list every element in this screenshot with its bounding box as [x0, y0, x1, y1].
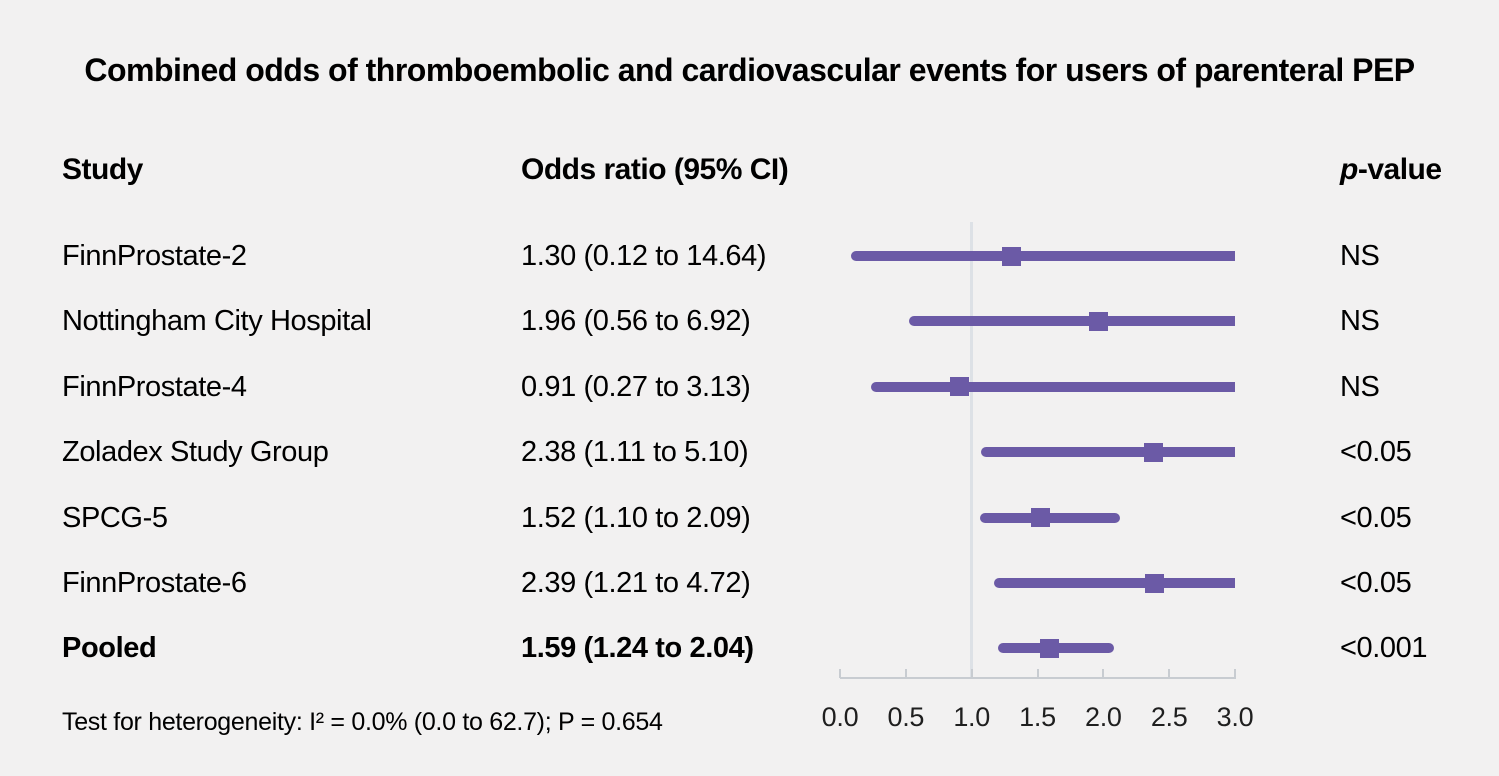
- axis-tick-label: 0.0: [821, 702, 859, 732]
- point-estimate-marker: [1030, 508, 1050, 528]
- x-axis-line: [840, 677, 1236, 679]
- chart-title: Combined odds of thromboembolic and card…: [84, 52, 1415, 88]
- axis-tick: [1036, 669, 1039, 678]
- axis-tick-label: 2.0: [1085, 702, 1122, 732]
- axis-tick-label: 0.5: [887, 702, 925, 732]
- odds-ratio-ci-label: 2.38 (1.11 to 5.10): [521, 436, 749, 469]
- confidence-interval-line: [981, 447, 1235, 458]
- axis-tick: [1102, 669, 1105, 678]
- point-estimate-marker: [1145, 573, 1165, 593]
- column-header-odds-ratio: Odds ratio (95% CI): [521, 153, 789, 186]
- study-label: Nottingham City Hospital: [62, 305, 372, 338]
- p-value-label: <0.001: [1340, 632, 1428, 665]
- point-estimate-marker: [1143, 442, 1163, 462]
- p-value-label: <0.05: [1340, 436, 1412, 469]
- axis-tick: [1168, 669, 1171, 678]
- confidence-interval-line: [850, 251, 1235, 261]
- p-value-label: NS: [1340, 370, 1380, 403]
- point-estimate-marker: [1088, 311, 1108, 331]
- axis-tick: [839, 669, 841, 678]
- study-label: Pooled: [62, 632, 157, 665]
- p-value-label: NS: [1340, 305, 1380, 338]
- column-header-study: Study: [62, 153, 143, 186]
- p-value-header-rest: -value: [1357, 153, 1442, 186]
- axis-tick-label: 1.0: [953, 702, 990, 732]
- p-value-header-italic-p: p: [1340, 153, 1358, 186]
- confidence-interval-line: [994, 578, 1235, 588]
- odds-ratio-ci-label: 0.91 (0.27 to 3.13): [521, 370, 751, 403]
- odds-ratio-ci-label: 2.39 (1.21 to 4.72): [521, 567, 751, 599]
- study-label: FinnProstate-6: [62, 567, 247, 599]
- axis-tick: [904, 669, 907, 678]
- axis-tick: [1234, 669, 1236, 678]
- reference-line-or-1: [970, 222, 974, 679]
- point-estimate-marker: [1001, 246, 1021, 266]
- study-label: FinnProstate-4: [62, 370, 247, 403]
- point-estimate-marker: [1039, 638, 1059, 658]
- axis-tick-label: 3.0: [1216, 702, 1254, 732]
- axis-tick: [970, 669, 973, 678]
- axis-tick-label: 2.5: [1150, 702, 1188, 732]
- confidence-interval-line: [979, 512, 1121, 523]
- p-value-label: NS: [1340, 240, 1380, 272]
- column-header-p-value: p-value: [1340, 154, 1442, 186]
- point-estimate-marker: [950, 377, 970, 397]
- p-value-label: <0.05: [1340, 567, 1412, 599]
- odds-ratio-ci-label: 1.59 (1.24 to 2.04): [521, 632, 754, 665]
- axis-tick-label: 1.5: [1019, 702, 1056, 732]
- odds-ratio-ci-label: 1.96 (0.56 to 6.92): [521, 305, 751, 338]
- study-label: Zoladex Study Group: [62, 436, 329, 469]
- heterogeneity-footnote: Test for heterogeneity: I² = 0.0% (0.0 t…: [62, 708, 663, 736]
- confidence-interval-line: [870, 381, 1235, 392]
- study-label: SPCG-5: [62, 501, 168, 534]
- p-value-label: <0.05: [1340, 501, 1412, 534]
- study-label: FinnProstate-2: [62, 240, 247, 272]
- odds-ratio-ci-label: 1.30 (0.12 to 14.64): [521, 240, 767, 272]
- odds-ratio-ci-label: 1.52 (1.10 to 2.09): [521, 501, 751, 534]
- confidence-interval-line: [908, 316, 1235, 327]
